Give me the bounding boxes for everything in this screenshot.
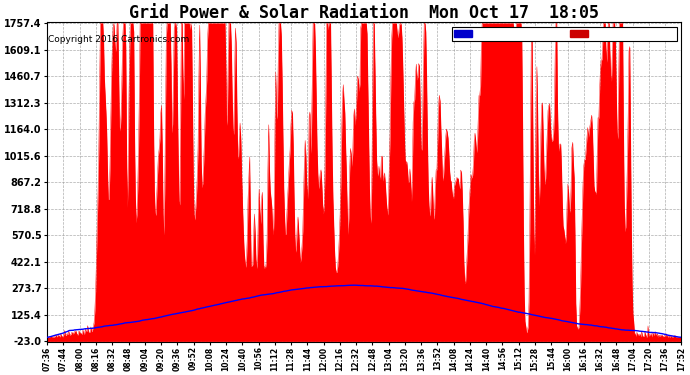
Title: Grid Power & Solar Radiation  Mon Oct 17  18:05: Grid Power & Solar Radiation Mon Oct 17 …	[129, 4, 600, 22]
Text: Copyright 2016 Cartronics.com: Copyright 2016 Cartronics.com	[48, 35, 189, 44]
Legend: Radiation (w/m2), Grid (AC Watts): Radiation (w/m2), Grid (AC Watts)	[451, 27, 677, 41]
